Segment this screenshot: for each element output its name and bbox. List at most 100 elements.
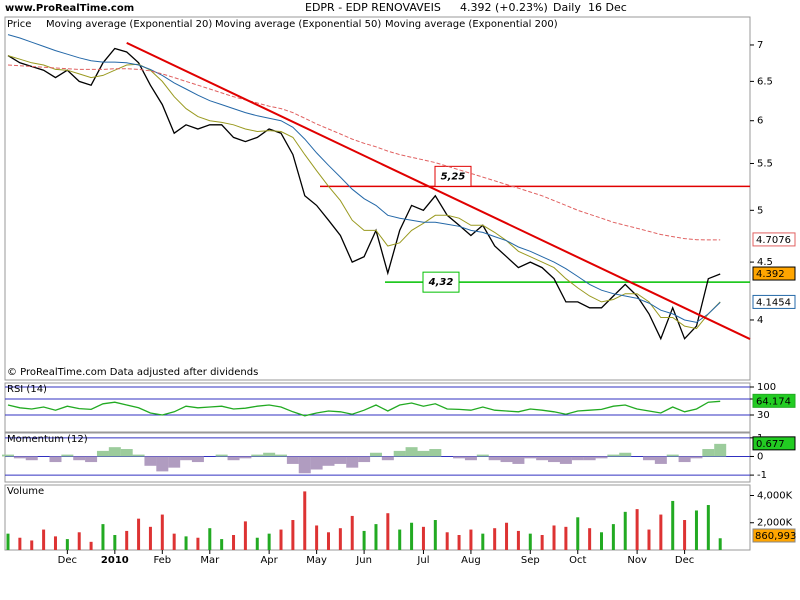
volume-bar: [267, 533, 271, 550]
volume-bar: [611, 524, 615, 550]
volume-bar: [623, 511, 627, 550]
volume-bar: [457, 535, 461, 550]
volume-bar: [421, 526, 425, 550]
momentum-bar: [393, 450, 406, 457]
volume-bar: [386, 513, 390, 550]
y-tick-label: 4: [757, 315, 763, 326]
volume-bar: [564, 526, 568, 550]
x-tick-label: Dec: [58, 555, 77, 566]
momentum-bar: [275, 454, 288, 457]
quote: 4.392 (+0.23%): [460, 1, 548, 14]
volume-bar: [291, 520, 295, 550]
volume-bar: [410, 522, 414, 550]
volume-bar: [243, 521, 247, 550]
momentum-bar: [536, 456, 549, 461]
volume-bar: [184, 536, 188, 550]
volume-bar: [683, 520, 687, 550]
momentum-bar: [13, 456, 26, 459]
volume-bar: [718, 538, 722, 550]
momentum-bar: [286, 456, 299, 464]
panel-title: Momentum (12): [7, 434, 88, 445]
volume-bar: [528, 533, 532, 550]
x-tick-label: Jun: [355, 555, 372, 566]
momentum-bar: [702, 449, 715, 457]
x-tick-label: Feb: [153, 555, 171, 566]
volume-bar: [469, 529, 473, 550]
legend-entry: Price: [7, 19, 31, 30]
panel-frame: [4, 484, 751, 551]
momentum-bar: [263, 452, 276, 457]
momentum-bar: [2, 454, 14, 457]
momentum-bar: [49, 456, 62, 463]
momentum-bar: [654, 456, 667, 464]
volume-bar: [160, 514, 164, 550]
last-value-box: [752, 436, 796, 451]
volume-bar: [326, 532, 330, 550]
series-line: [7, 400, 721, 417]
momentum-bar: [548, 456, 561, 463]
volume-bar: [516, 530, 520, 550]
momentum-bar: [334, 456, 347, 464]
panel-frame: [4, 16, 751, 381]
series-line: [7, 34, 721, 323]
last-value-box: [752, 266, 796, 281]
momentum-bar: [405, 447, 418, 457]
volume-bar: [576, 517, 580, 550]
last-value-label: 4.7076: [756, 235, 791, 246]
momentum-bar: [73, 456, 86, 461]
last-value-box: [752, 294, 796, 309]
volume-bar: [30, 540, 34, 550]
symbol: EDPR - EDP RENOVAVEIS: [305, 1, 441, 14]
x-tick-label: Oct: [569, 555, 586, 566]
momentum-bar: [180, 456, 193, 461]
volume-bar: [635, 509, 639, 550]
last-value-label: 4.1454: [756, 297, 791, 308]
volume-bar: [137, 518, 141, 550]
volume-bar: [315, 525, 319, 550]
y-tick-label: 4.5: [757, 257, 773, 268]
y-tick-label: 5: [757, 205, 763, 216]
momentum-bar: [132, 454, 145, 457]
panel-frame: [4, 432, 751, 483]
x-tick-label: Aug: [461, 555, 481, 566]
trendline: [126, 41, 751, 340]
volume-bar: [350, 515, 354, 550]
volume-bar: [125, 530, 129, 550]
momentum-bar: [322, 456, 335, 466]
momentum-bar: [168, 456, 181, 468]
volume-bar: [77, 532, 81, 550]
volume-bar: [493, 528, 497, 550]
momentum-bar: [215, 454, 228, 457]
momentum-bar: [690, 456, 703, 459]
volume-bar: [481, 533, 485, 550]
panel-title: RSI (14): [7, 384, 47, 395]
momentum-bar: [227, 456, 240, 461]
volume-bar: [588, 528, 592, 550]
momentum-bar: [559, 456, 572, 464]
volume-bar: [220, 539, 224, 550]
volume-bar: [101, 524, 105, 550]
x-tick-label: May: [306, 555, 327, 566]
momentum-bar: [678, 456, 691, 463]
volume-bar: [445, 532, 449, 550]
momentum-bar: [251, 454, 264, 457]
y-tick-label: 100: [757, 382, 776, 393]
volume-bar: [279, 529, 283, 550]
y-tick-label: 0: [757, 451, 763, 462]
legend-entry: Moving average (Exponential 20): [46, 19, 212, 30]
momentum-bar: [417, 450, 430, 457]
level-label-box: [422, 271, 460, 293]
volume-bar: [89, 541, 93, 550]
x-tick-label: Nov: [627, 555, 647, 566]
momentum-bar: [108, 447, 121, 457]
momentum-bar: [595, 456, 608, 459]
volume-bar: [113, 535, 117, 550]
momentum-bar: [488, 456, 501, 461]
volume-bar: [53, 536, 57, 550]
last-value-box: [752, 393, 796, 408]
volume-bar: [659, 514, 663, 550]
series-line: [7, 64, 721, 241]
momentum-bar: [429, 449, 442, 457]
